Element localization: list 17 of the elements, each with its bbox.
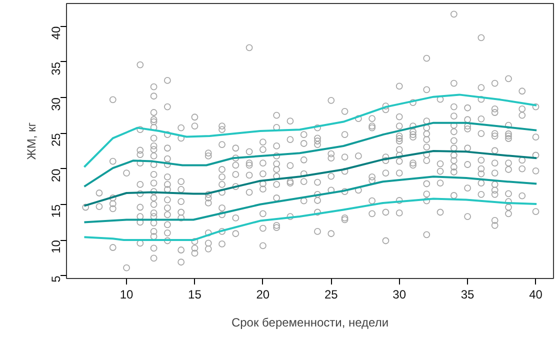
x-tick-label: 25 — [324, 288, 338, 302]
y-axis-title: ЖМ, кг — [24, 122, 38, 160]
x-axis-title: Срок беременности, недели — [231, 316, 389, 330]
y-tick-label: 30 — [49, 97, 63, 111]
x-tick-label: 30 — [392, 288, 406, 302]
y-tick-label: 5 — [49, 275, 63, 282]
x-tick-label: 15 — [188, 288, 202, 302]
y-tick-label: 10 — [49, 240, 63, 254]
x-tick-label: 35 — [460, 288, 475, 302]
x-tick-label: 10 — [120, 288, 134, 302]
x-tick-label: 20 — [256, 288, 270, 302]
y-tick-label: 40 — [49, 26, 63, 40]
x-tick-label: 40 — [529, 288, 543, 302]
y-tick-label: 15 — [49, 204, 63, 218]
y-tick-label: 25 — [49, 132, 63, 147]
y-tick-label: 20 — [49, 168, 63, 182]
y-tick-label: 35 — [49, 62, 63, 76]
